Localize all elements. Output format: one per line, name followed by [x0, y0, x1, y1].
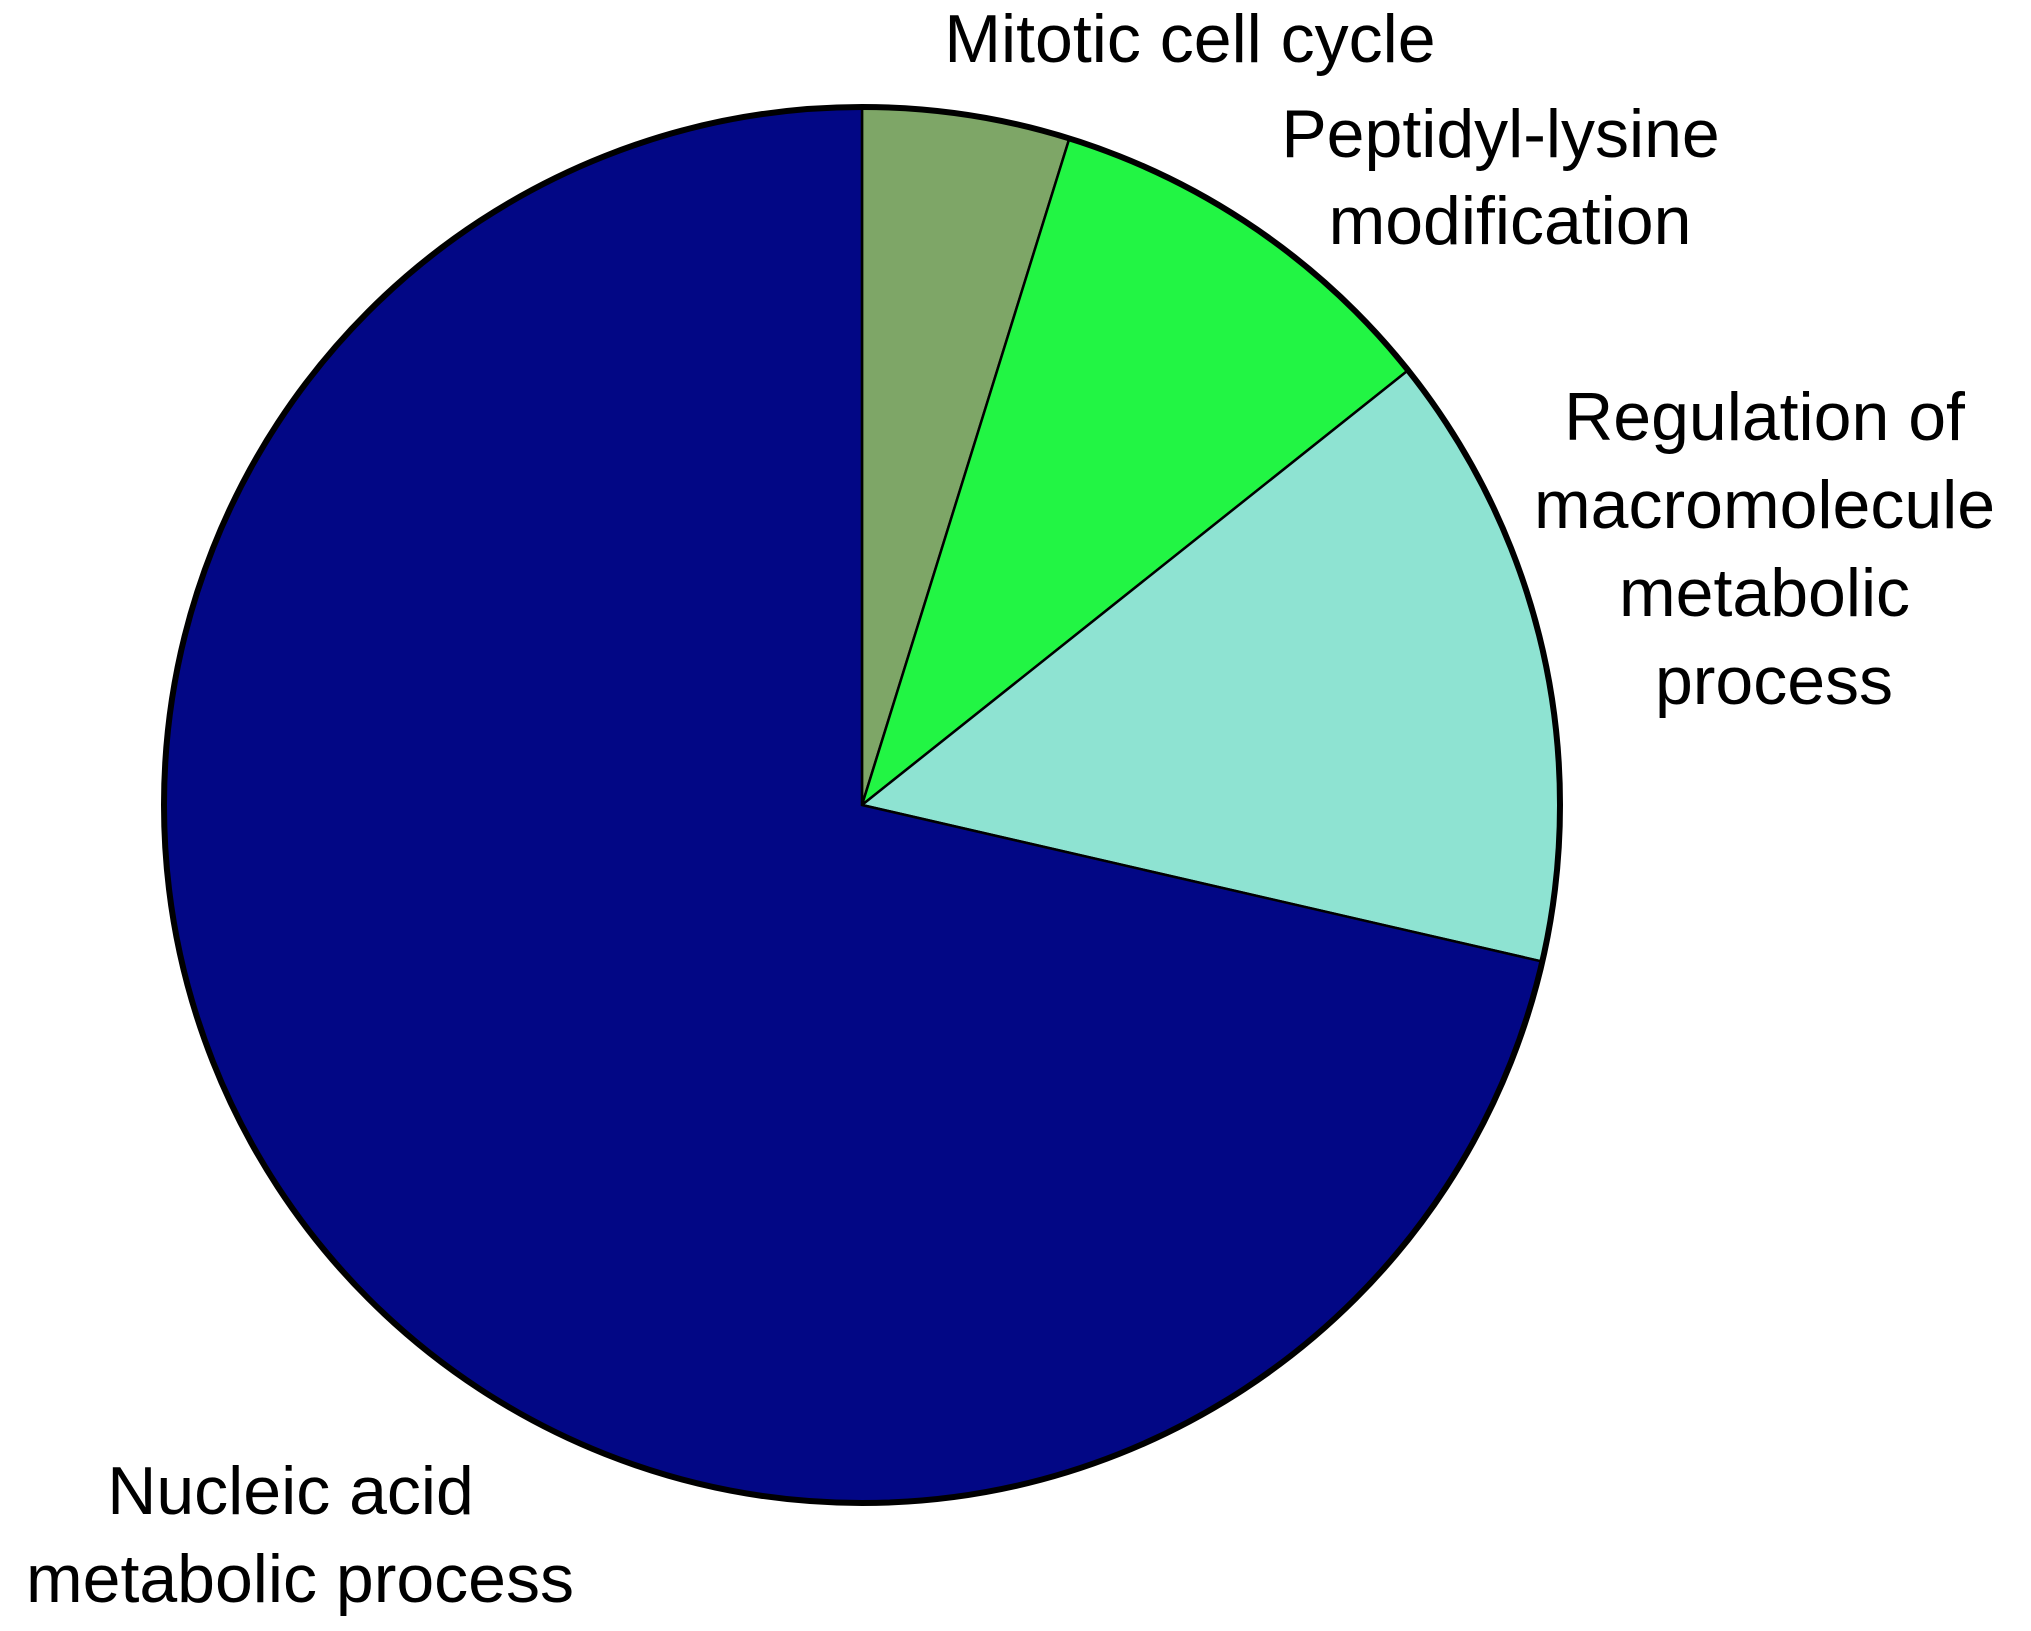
label-nucleic-acid-metabolic-process: Nucleic acid metabolic process — [26, 1453, 574, 1617]
label-peptidyl-lysine-modification: Peptidyl-lysine modification — [1281, 96, 1738, 259]
label-regulation-of-macromolecule-metabolic-process: Regulation of macromolecule metabolic pr… — [1534, 379, 2014, 719]
label-nucleic-acid-line-2: metabolic process — [26, 1541, 574, 1617]
label-regulation-line-1: Regulation of — [1564, 379, 1965, 455]
label-mitotic-cell-cycle: Mitotic cell cycle — [944, 1, 1435, 77]
label-mitotic-cell-cycle-line-1: Mitotic cell cycle — [944, 1, 1435, 77]
label-peptidyl-lysine-line-2: modification — [1329, 183, 1692, 259]
pie-outline — [161, 104, 1563, 1506]
label-regulation-line-2: macromolecule — [1534, 467, 1995, 543]
label-regulation-line-4: process — [1655, 643, 1893, 719]
label-peptidyl-lysine-line-1: Peptidyl-lysine — [1281, 96, 1719, 172]
label-nucleic-acid-line-1: Nucleic acid — [107, 1453, 474, 1529]
pie-slices — [162, 105, 1562, 1505]
label-regulation-line-3: metabolic — [1619, 555, 1910, 631]
